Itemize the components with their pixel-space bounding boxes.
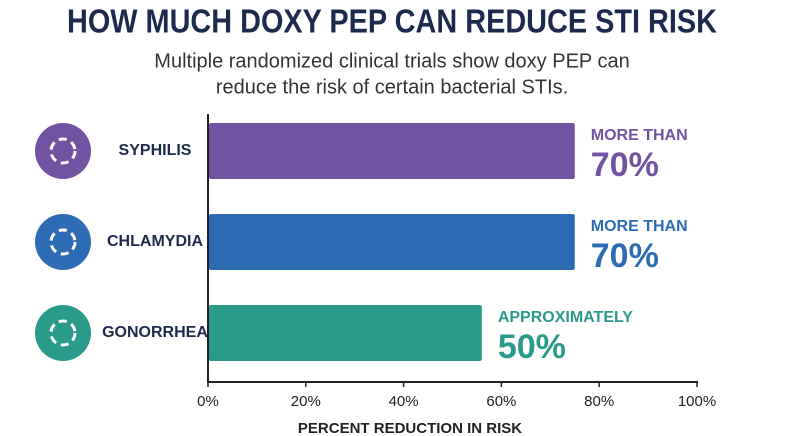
bar: [209, 123, 575, 179]
category-icon: [35, 123, 91, 179]
annotation-qualifier: MORE THAN: [591, 127, 688, 144]
bar: [209, 214, 575, 270]
category-icon: [35, 214, 91, 270]
annotation-value: 70%: [591, 237, 659, 275]
category-label: SYPHILIS: [119, 142, 192, 159]
icon-detail: [49, 137, 77, 165]
bar: [209, 305, 482, 361]
x-tick-label: 60%: [486, 393, 516, 410]
subtitle: reduce the risk of certain bacterial STI…: [216, 76, 568, 98]
x-axis-title: PERCENT REDUCTION IN RISK: [298, 420, 522, 436]
x-tick-label: 100%: [678, 393, 716, 410]
annotation-qualifier: APPROXIMATELY: [498, 309, 633, 326]
icon-detail: [49, 228, 77, 256]
category-icon: [35, 305, 91, 361]
annotation-value: 50%: [498, 328, 566, 366]
chart-title: HOW MUCH DOXY PEP CAN REDUCE STI RISK: [67, 3, 717, 40]
x-tick-label: 80%: [584, 393, 614, 410]
icon-detail: [49, 319, 77, 347]
category-label: CHLAMYDIA: [107, 233, 203, 250]
x-tick-label: 20%: [291, 393, 321, 410]
x-tick-label: 40%: [389, 393, 419, 410]
annotation-value: 70%: [591, 146, 659, 184]
category-label: GONORRHEA: [102, 324, 208, 341]
x-tick-label: 0%: [197, 393, 219, 410]
annotation-qualifier: MORE THAN: [591, 218, 688, 235]
subtitle: Multiple randomized clinical trials show…: [154, 50, 629, 72]
